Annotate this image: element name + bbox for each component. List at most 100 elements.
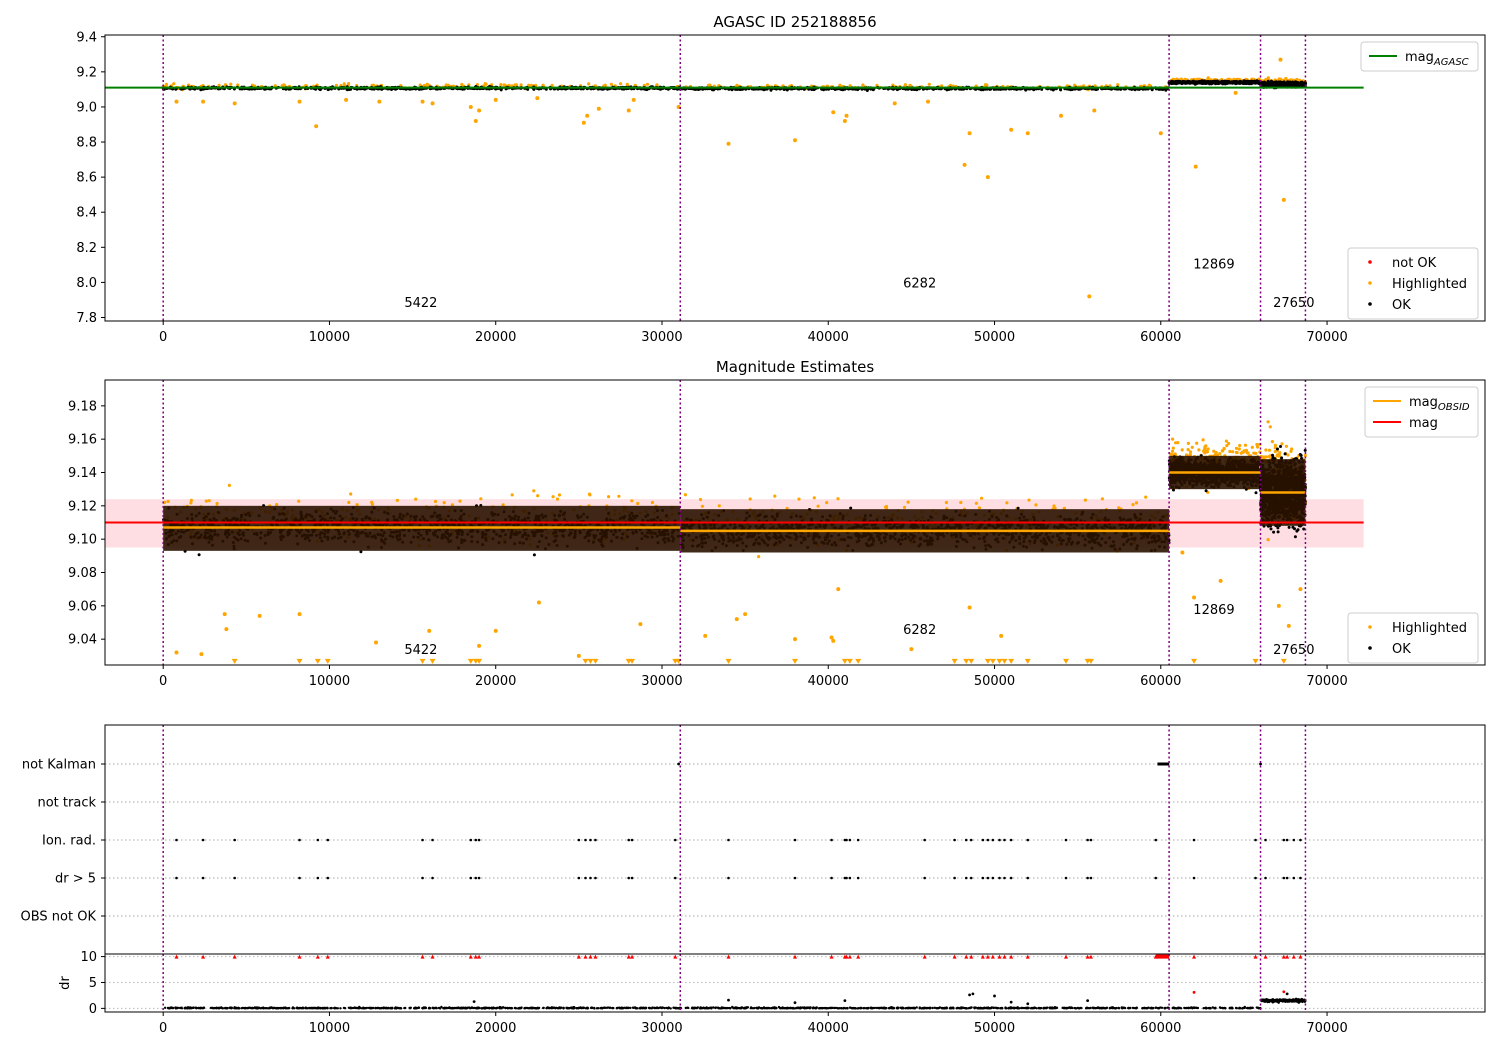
legend-label: Highlighted bbox=[1392, 277, 1467, 292]
highlighted-point bbox=[1278, 57, 1283, 62]
data-point bbox=[1188, 80, 1191, 84]
highlighted-point bbox=[631, 97, 636, 102]
data-point bbox=[510, 493, 514, 497]
data-point bbox=[587, 82, 591, 86]
panel1-frame bbox=[104, 34, 1486, 322]
highlighted-point bbox=[962, 162, 967, 167]
x-tick-label: 30000 bbox=[641, 330, 682, 345]
data-point bbox=[1193, 80, 1197, 84]
data-point bbox=[836, 497, 840, 501]
highlighted-point bbox=[174, 99, 179, 104]
highlighted-point bbox=[1025, 131, 1030, 136]
y-tick-label: 8.2 bbox=[76, 241, 97, 256]
data-point bbox=[609, 82, 614, 86]
legend-box bbox=[1347, 247, 1479, 320]
data-point bbox=[617, 494, 621, 498]
legend-label: mag bbox=[1405, 50, 1434, 65]
highlighted-point bbox=[377, 99, 382, 104]
highlighted-point bbox=[493, 97, 498, 102]
data-point bbox=[223, 83, 228, 87]
obsid-label: 27650 bbox=[1273, 296, 1314, 311]
data-point bbox=[607, 495, 611, 499]
data-point bbox=[1275, 84, 1278, 88]
data-point bbox=[816, 504, 820, 508]
highlighted-point bbox=[535, 96, 540, 101]
data-point bbox=[555, 497, 560, 501]
x-tick-label: 60000 bbox=[1140, 330, 1181, 345]
data-point bbox=[1250, 80, 1254, 84]
data-point bbox=[773, 494, 777, 498]
highlighted-point bbox=[985, 175, 990, 180]
data-point bbox=[983, 83, 988, 87]
y-tick-label: 8.6 bbox=[76, 171, 97, 186]
data-point bbox=[1265, 82, 1269, 86]
data-point bbox=[422, 83, 426, 88]
data-point bbox=[1228, 81, 1232, 85]
highlighted-point bbox=[581, 120, 586, 125]
data-point bbox=[1216, 80, 1219, 84]
data-point bbox=[737, 87, 741, 91]
data-point bbox=[1210, 81, 1214, 85]
x-tick-label: 10000 bbox=[309, 330, 350, 345]
data-point bbox=[650, 500, 655, 505]
data-point bbox=[655, 83, 659, 87]
highlighted-point bbox=[596, 106, 601, 111]
data-point bbox=[625, 82, 629, 86]
x-tick-label: 0 bbox=[159, 330, 167, 345]
data-point bbox=[227, 483, 231, 487]
data-point bbox=[1147, 83, 1151, 87]
data-point bbox=[735, 83, 739, 87]
data-point bbox=[166, 499, 170, 504]
data-point bbox=[172, 82, 176, 86]
data-point bbox=[342, 82, 346, 86]
data-point bbox=[484, 82, 488, 86]
data-point bbox=[1131, 503, 1135, 507]
data-point bbox=[1262, 84, 1266, 88]
data-point bbox=[370, 502, 374, 506]
data-point bbox=[1040, 87, 1044, 91]
x-tick-label: 70000 bbox=[1306, 330, 1347, 345]
data-point bbox=[207, 499, 211, 503]
data-point bbox=[442, 501, 446, 505]
data-point bbox=[541, 83, 545, 87]
highlighted-point bbox=[1087, 294, 1092, 299]
data-point bbox=[536, 494, 540, 498]
data-point bbox=[1279, 77, 1283, 81]
data-point bbox=[355, 503, 359, 507]
data-point bbox=[273, 84, 277, 88]
highlighted-point bbox=[831, 110, 836, 115]
data-point bbox=[347, 82, 351, 86]
data-point bbox=[499, 83, 503, 87]
data-point bbox=[450, 503, 454, 507]
data-point bbox=[1172, 80, 1176, 84]
highlighted-point bbox=[793, 138, 797, 143]
data-point bbox=[998, 87, 1002, 91]
data-point bbox=[735, 87, 739, 91]
legend-label-subscript: AGASC bbox=[1433, 57, 1469, 68]
data-point bbox=[1070, 88, 1074, 91]
y-tick-label: 9.4 bbox=[76, 30, 97, 45]
data-point bbox=[490, 83, 494, 87]
x-tick-label: 20000 bbox=[475, 330, 516, 345]
data-point bbox=[891, 83, 895, 87]
highlighted-point bbox=[1193, 164, 1198, 169]
highlighted-point bbox=[1281, 197, 1286, 202]
highlighted-point bbox=[477, 108, 482, 113]
data-point bbox=[1116, 83, 1120, 87]
data-point bbox=[1288, 80, 1292, 84]
highlighted-point bbox=[844, 113, 849, 118]
highlighted-point bbox=[420, 99, 425, 104]
y-tick-label: 8.8 bbox=[76, 136, 97, 151]
legend-label: OK bbox=[1392, 298, 1411, 313]
highlighted-point bbox=[314, 124, 319, 129]
highlighted-point bbox=[430, 101, 435, 106]
x-tick-label: 50000 bbox=[974, 330, 1015, 345]
obsid-label: 12869 bbox=[1193, 257, 1234, 272]
data-point bbox=[550, 83, 554, 87]
x-tick-label: 40000 bbox=[808, 330, 849, 345]
data-point bbox=[1283, 84, 1287, 87]
highlighted-point bbox=[468, 104, 473, 109]
